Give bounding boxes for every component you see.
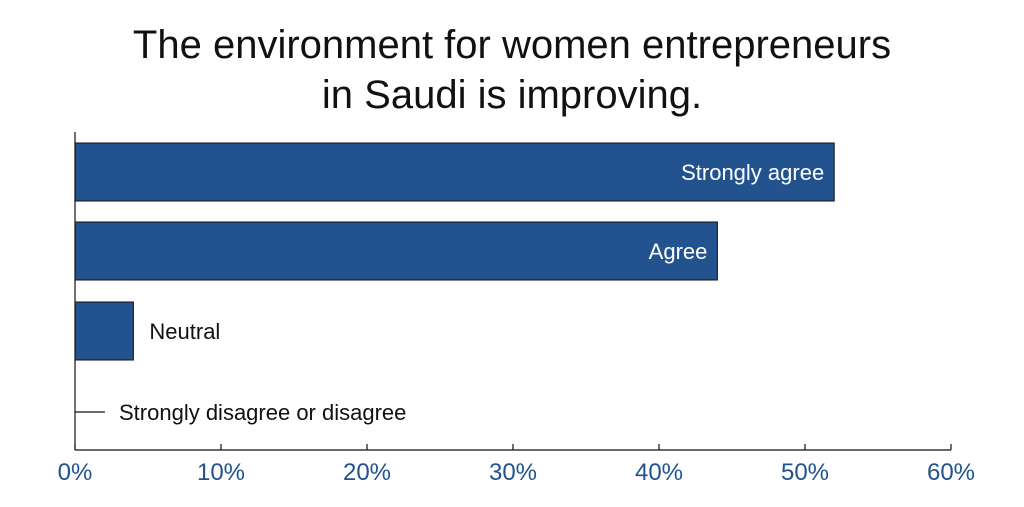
bar-neutral [74,301,134,361]
chart-title-line-1: The environment for women entrepreneurs [133,23,891,67]
x-tick-label-50: 50% [781,459,829,486]
bar-label-strongly-disagree-or-disagree: Strongly disagree or disagree [119,400,406,425]
bar-label-strongly-agree: Strongly agree [681,160,824,185]
x-tick-label-20: 20% [343,459,391,486]
chart-title-line-2: in Saudi is improving. [322,73,702,117]
x-tick-label-60: 60% [927,459,975,486]
bars: Strongly agree Agree Neutral Strongly disag… [74,142,835,425]
axes: 0% 10% 20% 30% 40% 50% 60% [58,132,975,486]
bar-strongly-agree [74,142,835,202]
bar-label-agree: Agree [649,239,708,264]
bar-agree [74,221,718,281]
bar-label-neutral: Neutral [149,319,220,344]
x-tick-label-30: 30% [489,459,537,486]
x-tick-label-10: 10% [197,459,245,486]
chart-title: The environment for women entrepreneurs … [133,23,891,117]
x-tick-label-40: 40% [635,459,683,486]
x-tick-label-0: 0% [58,459,93,486]
